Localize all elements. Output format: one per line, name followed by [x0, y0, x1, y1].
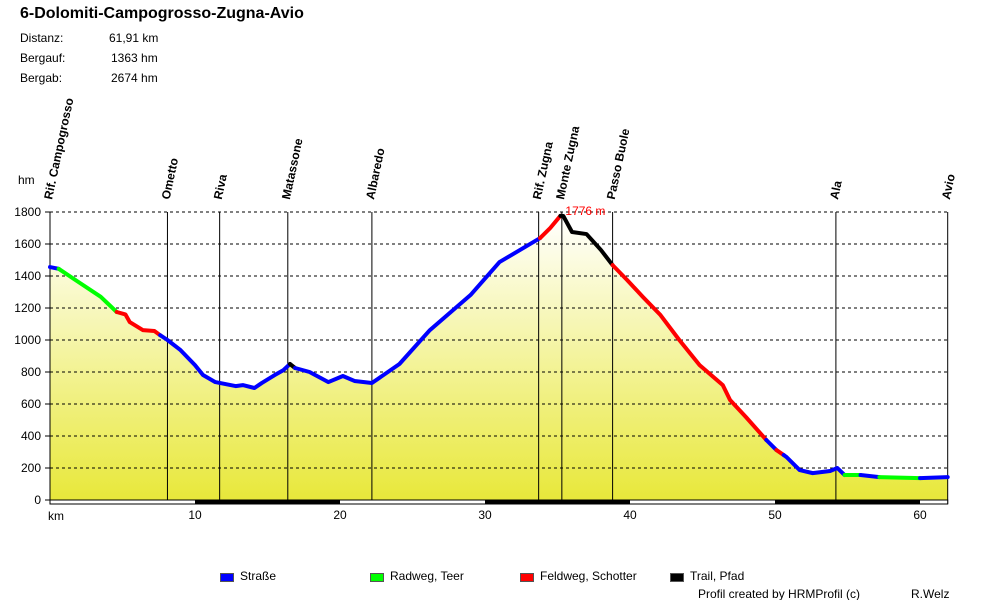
legend-swatch-road — [220, 573, 234, 582]
profile-segment-trail — [558, 213, 615, 268]
legend-swatch-trail — [670, 573, 684, 582]
y-tick-label: 1000 — [14, 333, 41, 347]
waypoint-label: Rif. Zugna — [530, 140, 556, 201]
x-tick-label: 60 — [913, 508, 927, 522]
waypoint-label: Avio — [939, 173, 958, 201]
y-axis-label: hm — [18, 173, 35, 187]
x-axis-band — [775, 500, 920, 504]
x-tick-label: 30 — [478, 508, 492, 522]
profile-segment-gravel — [114, 310, 163, 338]
y-tick-label: 1800 — [14, 205, 41, 219]
y-tick-label: 1600 — [14, 237, 41, 251]
waypoint-label: Albaredo — [363, 147, 388, 201]
waypoint-label: Ometto — [159, 157, 181, 201]
legend-label: Trail, Pfad — [690, 569, 745, 583]
profile-segment-road — [158, 333, 292, 390]
stat-label: Distanz: — [20, 31, 64, 45]
y-tick-label: 200 — [21, 461, 41, 475]
author-text: R.Welz — [911, 587, 950, 600]
legend-label: Radweg, Teer — [390, 569, 464, 583]
x-axis-band — [195, 500, 340, 504]
profile-segment-gravel — [538, 213, 563, 241]
waypoint-label: Rif. Campogrosso — [41, 97, 76, 201]
x-tick-label: 10 — [188, 508, 202, 522]
waypoint-label: Riva — [211, 173, 230, 201]
stat-label: Bergab: — [20, 71, 63, 85]
profile-segment-road — [858, 473, 882, 480]
profile-segment-road — [764, 438, 779, 453]
y-tick-label: 0 — [34, 493, 41, 507]
profile-segment-road — [293, 236, 543, 386]
legend-swatch-gravel — [520, 573, 534, 582]
legend-label: Feldweg, Schotter — [540, 569, 637, 583]
stat-value: 2674 hm — [111, 71, 158, 85]
profile-fill — [50, 215, 948, 500]
profile-segment-road — [781, 453, 847, 478]
legend-swatch-bikepath — [370, 573, 384, 582]
profile-segment-gravel — [610, 263, 769, 442]
max-elevation-label: 1776 m — [565, 204, 605, 218]
y-tick-label: 800 — [21, 365, 41, 379]
chart-title: 6-Dolomiti-Campogrosso-Zugna-Avio — [20, 5, 304, 22]
stat-value: 61,91 km — [109, 31, 159, 45]
x-tick-label: 40 — [623, 508, 637, 522]
profile-segment-road — [918, 475, 950, 481]
x-tick-label: 50 — [768, 508, 782, 522]
profile-segment-bikepath — [56, 266, 119, 314]
stat-label: Bergauf: — [20, 51, 66, 65]
waypoint-label: Monte Zugna — [553, 124, 582, 200]
y-tick-label: 1400 — [14, 269, 41, 283]
profile-segment-bikepath — [877, 475, 922, 481]
legend-label: Straße — [240, 569, 277, 583]
y-tick-label: 1200 — [14, 301, 41, 315]
y-tick-label: 600 — [21, 397, 41, 411]
credit-text: Profil created by HRMProfil (c) — [698, 587, 861, 600]
x-axis-label: km — [48, 509, 64, 523]
waypoint-label: Matassone — [279, 137, 306, 201]
y-tick-label: 400 — [21, 429, 41, 443]
waypoint-label: Ala — [827, 179, 845, 200]
x-tick-label: 20 — [333, 508, 347, 522]
stat-value: 1363 hm — [111, 51, 158, 65]
x-axis-band — [485, 500, 630, 504]
waypoint-label: Passo Buole — [604, 127, 633, 201]
